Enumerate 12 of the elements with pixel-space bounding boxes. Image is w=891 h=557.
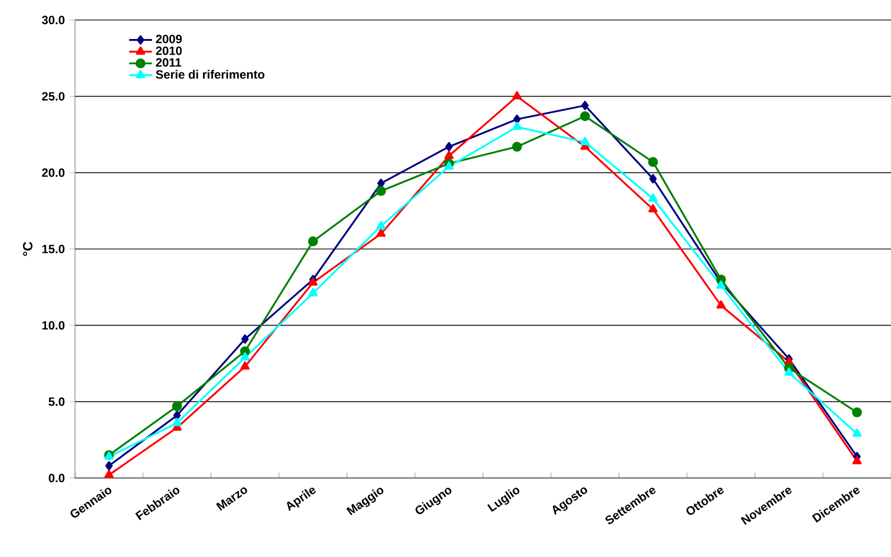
y-tick-label: 25.0 — [42, 92, 64, 101]
y-tick-label: 20.0 — [42, 168, 64, 177]
legend-label: 2010 — [156, 46, 182, 55]
y-tick-label: 30.0 — [42, 16, 64, 24]
y-tick-label: 15.0 — [42, 244, 64, 254]
y-tick-label: 5.0 — [48, 397, 64, 406]
legend-label: 2011 — [156, 58, 182, 67]
legend-label: 2009 — [156, 34, 182, 44]
y-tick-label: 10.0 — [42, 321, 64, 330]
y-tick-label: 0.0 — [48, 474, 64, 482]
y-axis-title: °C — [23, 242, 32, 256]
legend-label: Serie di riferimento — [156, 70, 264, 79]
